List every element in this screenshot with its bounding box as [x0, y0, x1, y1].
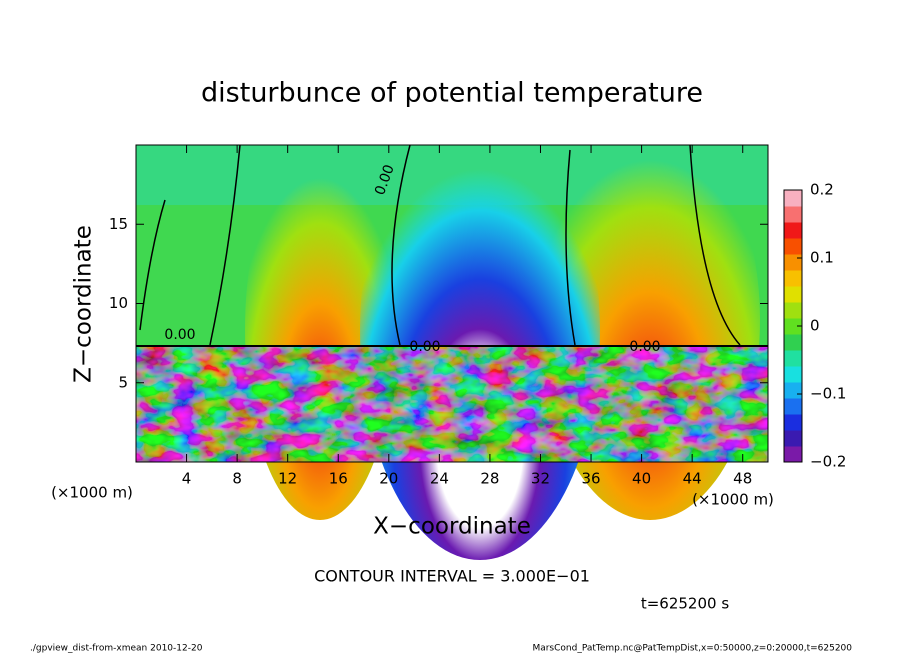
x-tick-label: 32 [531, 470, 550, 488]
x-tick-label: 20 [379, 470, 398, 488]
colorbar-band [784, 446, 802, 463]
colorbar-tick-label: 0 [810, 317, 820, 335]
x-axis-label: X−coordinate [373, 514, 531, 540]
x-tick-label: 24 [430, 470, 449, 488]
x-tick-label: 44 [683, 470, 702, 488]
y-axis-label: Z−coordinate [71, 225, 97, 383]
colorbar-band [784, 206, 802, 223]
colorbar-band [784, 270, 802, 287]
footer-left: ./gpview_dist-from-xmean 2010-12-20 [30, 644, 203, 654]
time-label: t=625200 s [641, 595, 729, 613]
y-tick-label: 10 [109, 294, 128, 312]
colorbar-band [784, 366, 802, 383]
colorbar-tick-label: −0.1 [810, 385, 846, 403]
x-tick-label: 28 [480, 470, 499, 488]
colorbar-tick-label: 0.2 [810, 181, 834, 199]
contour-label: 0.00 [409, 339, 440, 355]
colorbar-band [784, 302, 802, 319]
colorbar-band [784, 190, 802, 207]
colorbar-tick-label: 0.1 [810, 249, 834, 267]
colorbar-band [784, 334, 802, 351]
contour-label: 0.00 [164, 327, 195, 343]
contour-interval: CONTOUR INTERVAL = 3.000E−01 [314, 567, 590, 586]
colorbar-band [784, 430, 802, 447]
colorbar-band [784, 398, 802, 415]
x-unit: (×1000 m) [51, 484, 133, 502]
x-tick-label: 36 [581, 470, 600, 488]
y-tick-label: 15 [109, 215, 128, 233]
x-tick-label: 40 [632, 470, 651, 488]
colorbar-band [784, 382, 802, 399]
x-tick-label: 12 [278, 470, 297, 488]
field [136, 100, 768, 560]
y-tick-label: 5 [118, 373, 128, 391]
x-tick-label: 16 [329, 470, 348, 488]
colorbar-band [784, 286, 802, 303]
x-tick-label: 48 [733, 470, 752, 488]
contour-label: 0.00 [629, 339, 660, 355]
chart-title: disturbunce of potential temperature [201, 78, 703, 109]
x-unit: (×1000 m) [692, 491, 774, 509]
colorbar-band [784, 350, 802, 367]
x-tick-label: 8 [232, 470, 242, 488]
footer-right: MarsCond_PatTemp.nc@PatTempDist,x=0:5000… [532, 644, 852, 654]
colorbar-band [784, 318, 802, 335]
colorbar-band [784, 414, 802, 431]
x-tick-label: 4 [182, 470, 192, 488]
colorbar-tick-label: −0.2 [810, 453, 846, 471]
colorbar-band [784, 222, 802, 239]
colorbar-band [784, 254, 802, 271]
colorbar-band [784, 238, 802, 255]
